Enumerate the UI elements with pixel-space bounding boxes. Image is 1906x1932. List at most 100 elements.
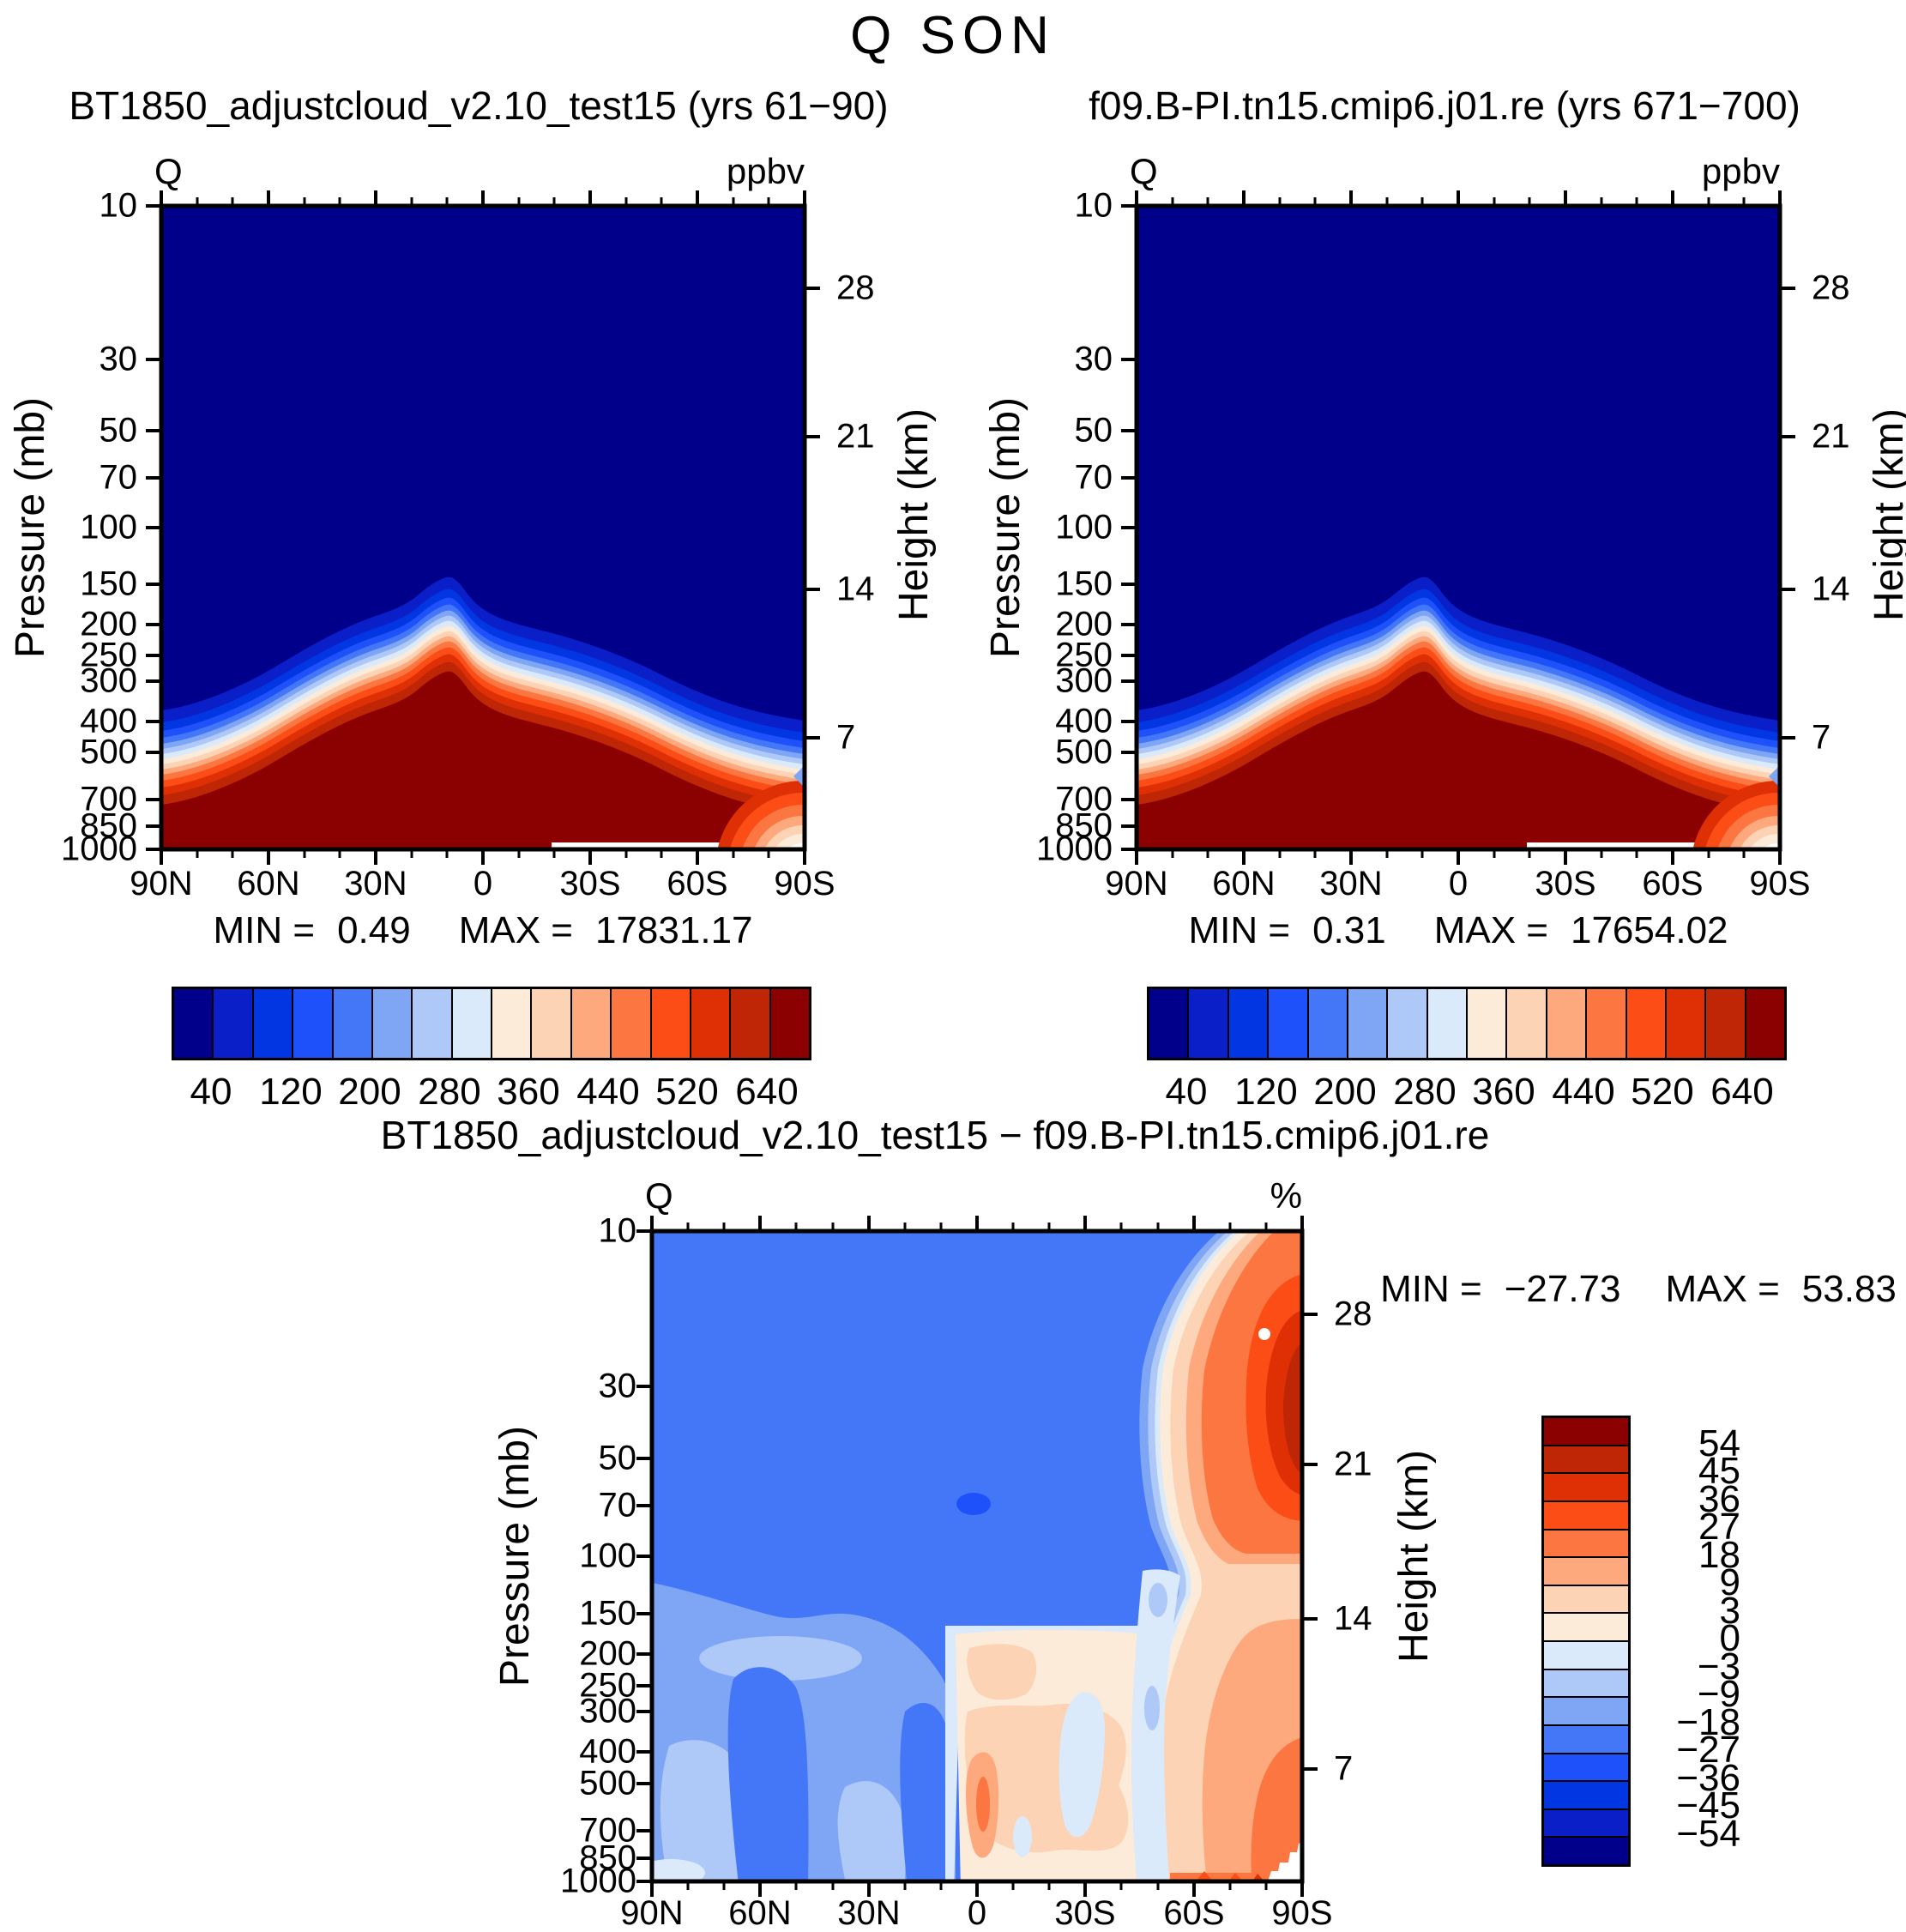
pressure-tick-label: 10	[1074, 186, 1113, 225]
bottom-pressure-tick-labels: 10 30 50 70 100 150 200 250 300 400 500 700 850 1000	[499, 1212, 637, 1900]
lat-tick-label: 0	[473, 865, 493, 903]
bottom-field-label: Q	[645, 1175, 673, 1216]
lat-tick-label: 60N	[237, 865, 300, 903]
top-right-panel-title: f09.B-PI.tn15.cmip6.j01.re (yrs 671−700)	[1089, 83, 1800, 128]
colorbar-cell	[1746, 989, 1784, 1058]
bottom-height-axis-title: Height (km)	[1390, 1449, 1437, 1663]
pressure-tick-label: 50	[598, 1439, 637, 1477]
colorbar-cell	[1544, 1754, 1628, 1783]
pressure-tick-label: 200	[80, 605, 137, 643]
bottom-difference-contour-plot	[636, 1216, 1318, 1897]
colorbar-tick-label: 9	[1719, 1561, 1740, 1603]
colorbar-tick-label: −54	[1676, 1813, 1740, 1855]
colorbar-tick-label: 520	[655, 1071, 719, 1113]
lat-tick-label: 30N	[344, 865, 407, 903]
pressure-tick-label: 50	[99, 411, 138, 450]
pressure-tick-label: 150	[579, 1594, 636, 1633]
top-left-pressure-tick-labels: 10 30 50 70 100 150 200 250 300 400 500 700 850 1000	[0, 187, 138, 868]
pressure-tick-label: 850	[80, 806, 137, 845]
colorbar-tick-label: 3	[1719, 1590, 1740, 1632]
pressure-tick-label: 500	[579, 1764, 636, 1802]
colorbar-cell	[1587, 989, 1627, 1058]
colorbar-cell	[612, 989, 652, 1058]
top-right-pressure-tick-labels: 10 30 50 70 100 150 200 250 300 400 500 700 850 1000	[975, 187, 1113, 868]
pressure-tick-label: 400	[579, 1732, 636, 1771]
colorbar-tick-label: 640	[735, 1071, 799, 1113]
top-right-height-tick-labels: 28 21 14 7	[1812, 206, 1897, 849]
colorbar-tick-label: −3	[1697, 1645, 1740, 1687]
max-label: MAX =	[1665, 1268, 1780, 1310]
colorbar-cell	[1544, 1838, 1628, 1864]
pressure-tick-label: 30	[598, 1367, 637, 1405]
lat-tick-label: 60N	[728, 1894, 792, 1932]
colorbar-tick-label: 280	[418, 1071, 481, 1113]
lat-tick-label: 90N	[1105, 865, 1168, 903]
pressure-tick-label: 700	[80, 780, 137, 818]
pressure-tick-label: 700	[579, 1811, 636, 1850]
pressure-tick-label: 850	[1055, 806, 1113, 845]
bottom-height-tick-labels: 28 21 14 7	[1334, 1231, 1420, 1881]
pressure-tick-label: 850	[579, 1838, 636, 1877]
colorbar-tick-label: −9	[1697, 1673, 1740, 1715]
pressure-tick-label: 400	[1055, 702, 1113, 740]
lat-tick-label: 90N	[130, 865, 193, 903]
colorbar-cell	[1544, 1614, 1628, 1642]
pressure-tick-label: 100	[1055, 508, 1113, 546]
colorbar-cell	[1544, 1782, 1628, 1810]
colorbar-tick-label: 40	[1165, 1071, 1208, 1113]
height-tick-label: 7	[1334, 1749, 1354, 1788]
top-left-field-label: Q	[154, 151, 183, 191]
colorbar-tick-label: 120	[1234, 1071, 1298, 1113]
pressure-tick-label: 30	[99, 340, 138, 378]
colorbar-tick-label: 45	[1698, 1450, 1740, 1492]
pressure-tick-label: 70	[598, 1486, 637, 1524]
colorbar-tick-label: 360	[1472, 1071, 1535, 1113]
height-tick-label: 21	[1812, 417, 1850, 456]
colorbar-cell	[1706, 989, 1746, 1058]
colorbar-tick-label: 18	[1698, 1534, 1740, 1576]
colorbar-tick-label: −36	[1676, 1757, 1740, 1799]
top-left-height-axis-title: Height (km)	[890, 408, 937, 622]
lat-tick-label: 60N	[1212, 865, 1276, 903]
pressure-tick-label: 100	[80, 508, 137, 546]
top-right-colorbar	[1147, 987, 1787, 1060]
height-tick-label: 14	[1812, 570, 1850, 608]
colorbar-cell	[174, 989, 214, 1058]
pressure-tick-label: 250	[1055, 636, 1113, 674]
pressure-tick-label: 30	[1074, 340, 1113, 378]
min-label: MIN =	[1188, 909, 1291, 951]
colorbar-cell	[1544, 1669, 1628, 1699]
min-label: MIN =	[1380, 1268, 1482, 1310]
pressure-tick-label: 250	[80, 636, 137, 674]
colorbar-cell	[293, 989, 334, 1058]
top-left-contour-plot	[127, 172, 839, 884]
colorbar-cell	[1228, 989, 1270, 1058]
colorbar-tick-label: 36	[1698, 1478, 1740, 1520]
colorbar-tick-label: 120	[259, 1071, 323, 1113]
colorbar-cell	[691, 989, 732, 1058]
top-left-colorbar	[172, 987, 811, 1060]
colorbar-cell	[1544, 1474, 1628, 1502]
colorbar-tick-label: 27	[1698, 1506, 1740, 1548]
page-title: Q SON	[850, 6, 1056, 65]
colorbar-tick-label: 280	[1393, 1071, 1457, 1113]
colorbar-cell	[1348, 989, 1389, 1058]
pressure-tick-label: 200	[1055, 605, 1113, 643]
top-left-minmax: MIN = 0.49 MAX = 17831.17	[161, 909, 805, 952]
pressure-tick-label: 150	[1055, 565, 1113, 603]
lat-tick-label: 90S	[1749, 865, 1811, 903]
colorbar-cell	[214, 989, 254, 1058]
colorbar-tick-label: 200	[338, 1071, 401, 1113]
top-right-units-label: ppbv	[1701, 151, 1780, 191]
top-right-minmax: MIN = 0.31 MAX = 17654.02	[1137, 909, 1780, 952]
colorbar-cell	[1544, 1558, 1628, 1586]
colorbar-tick-label: 640	[1710, 1071, 1774, 1113]
max-value: 17654.02	[1570, 909, 1728, 951]
top-right-contour-plot	[1102, 172, 1814, 884]
pressure-tick-label: 200	[579, 1634, 636, 1673]
colorbar-tick-label: −45	[1676, 1784, 1740, 1826]
colorbar-cell	[651, 989, 691, 1058]
pressure-tick-label: 10	[598, 1211, 637, 1250]
pressure-tick-label: 700	[1055, 780, 1113, 818]
